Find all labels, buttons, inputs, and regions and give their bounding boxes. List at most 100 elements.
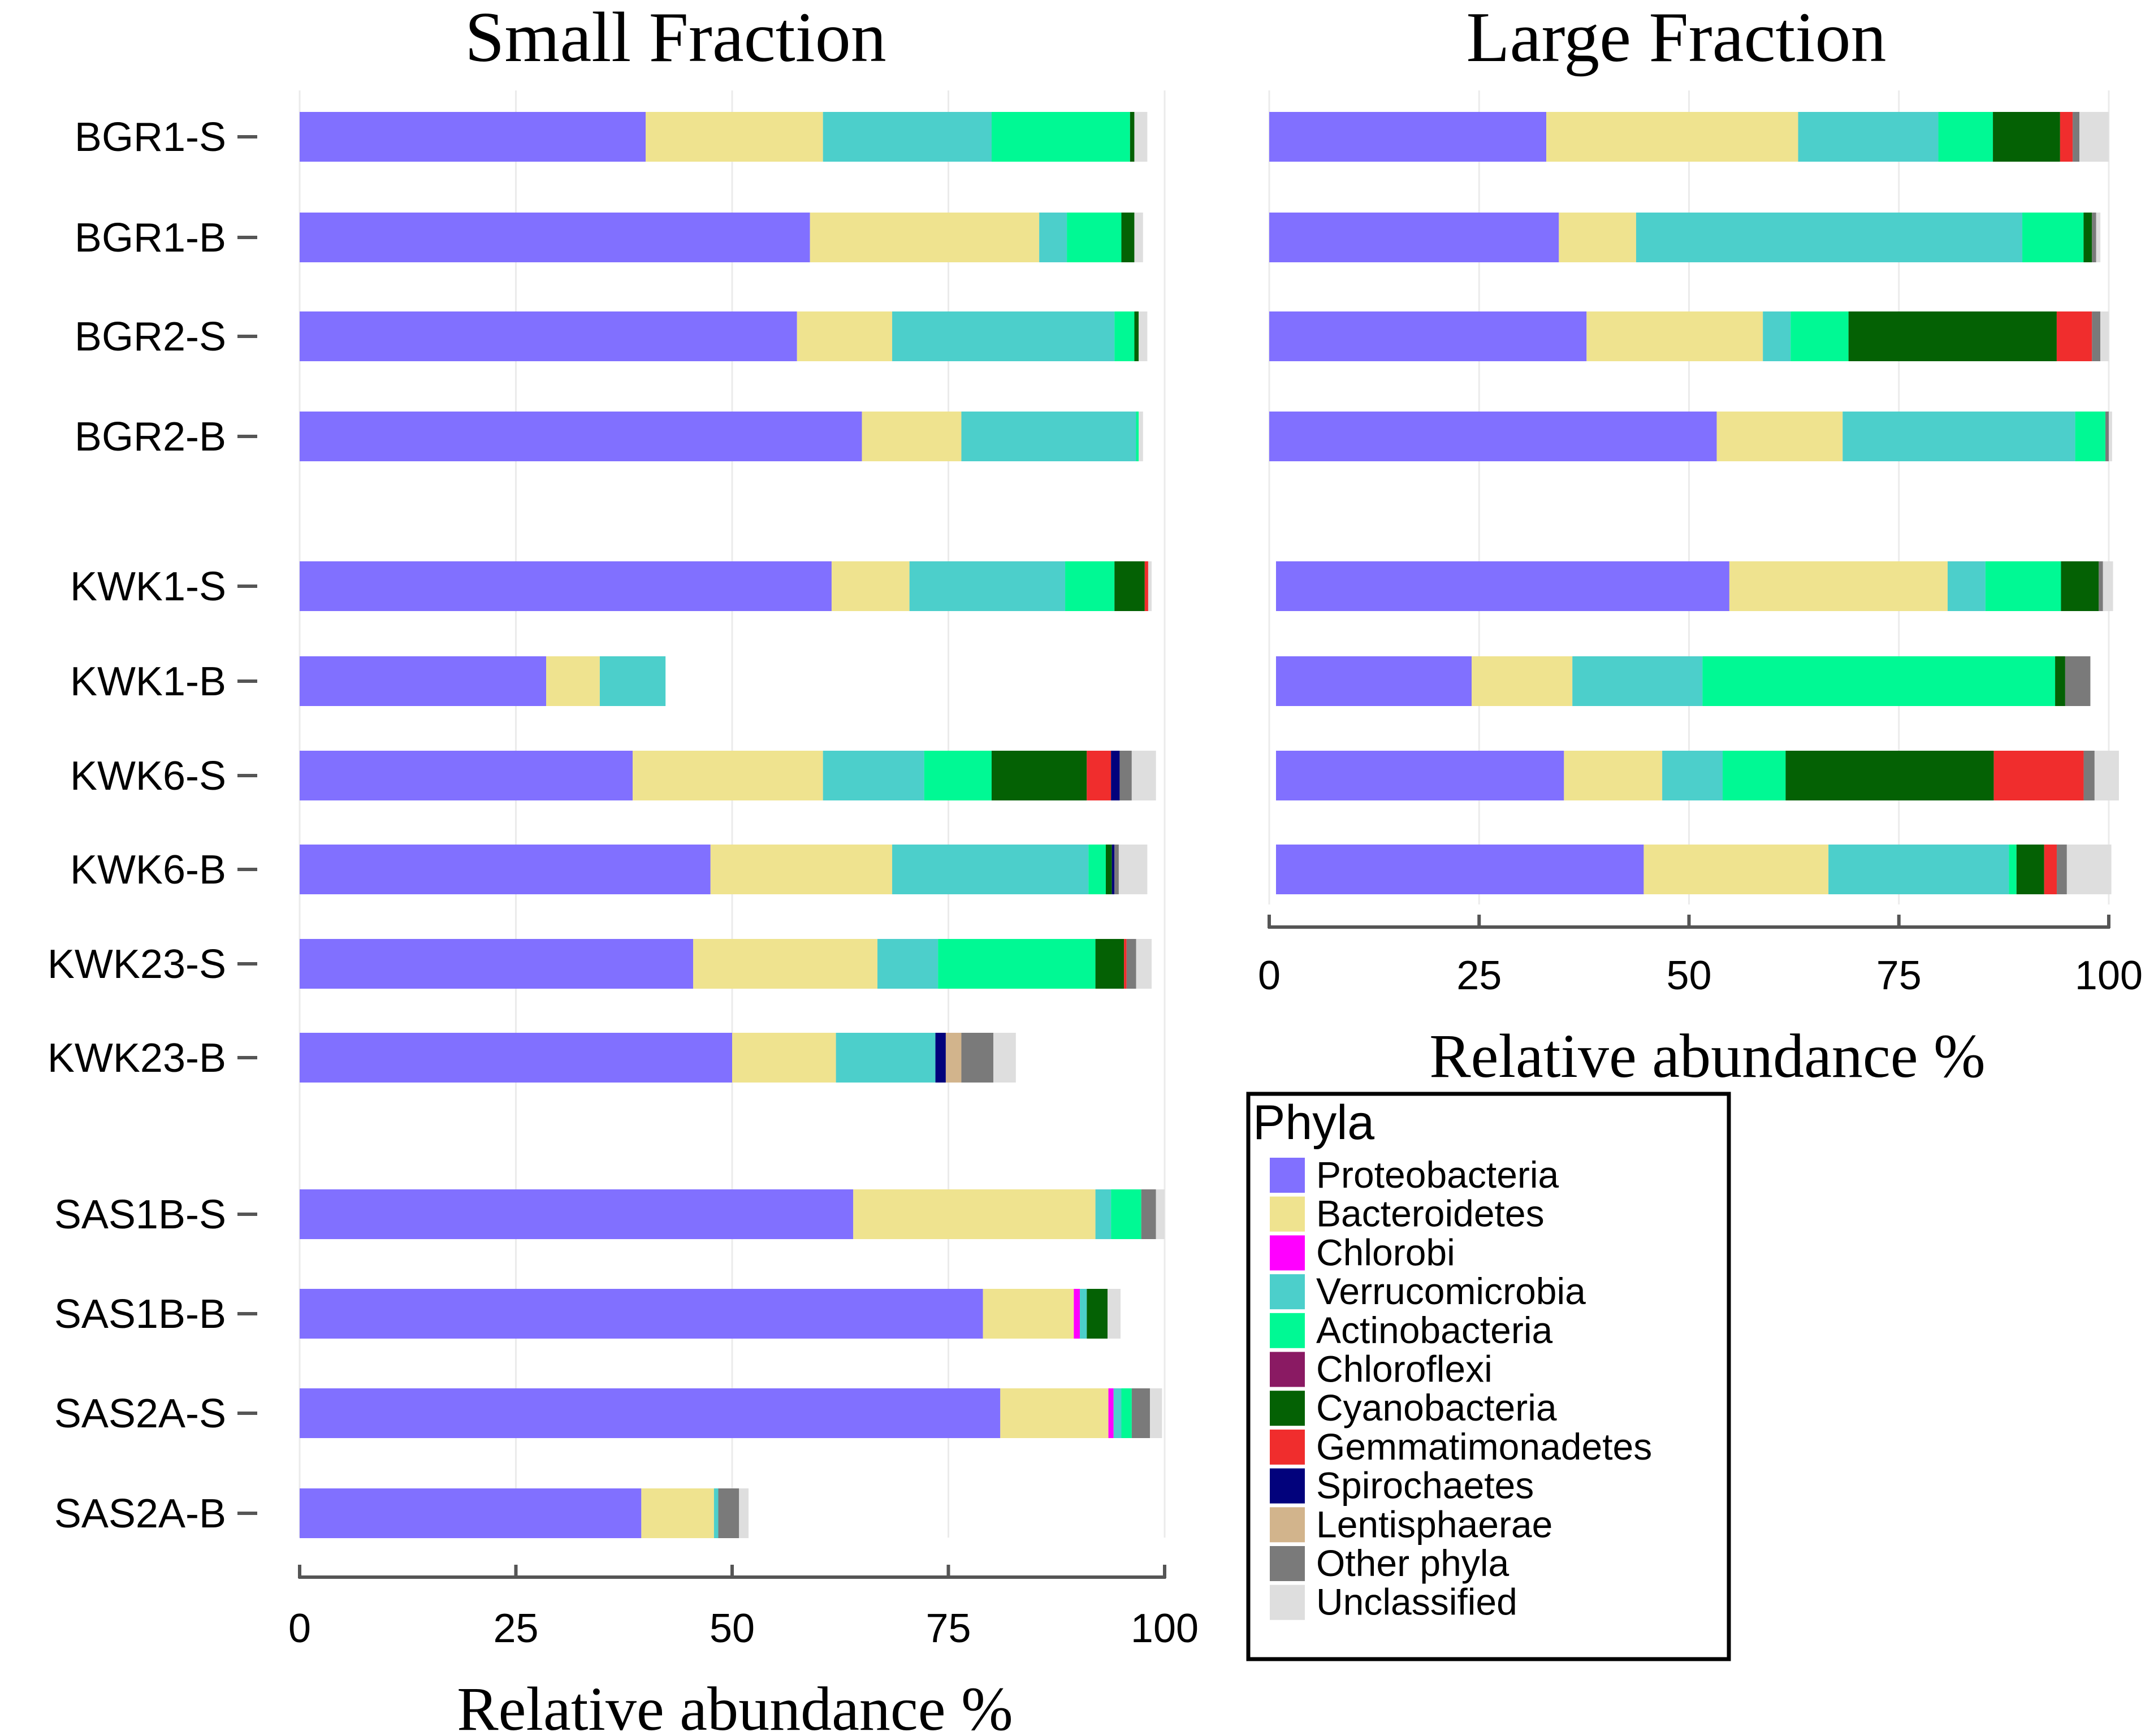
bar-small-fraction-sas1b-b-bacteroidetes bbox=[983, 1289, 1074, 1339]
x-tick-label-small-fraction-0: 0 bbox=[288, 1606, 311, 1651]
bar-small-fraction-bgr1-b-actinobacteria bbox=[1067, 213, 1122, 262]
bar-small-fraction-kwk6-s-other-phyla bbox=[1119, 751, 1132, 800]
bar-small-fraction-kwk23-b-spirochaetes bbox=[935, 1033, 946, 1083]
bar-large-fraction-bgr1-s-proteobacteria bbox=[1269, 112, 1547, 162]
bar-large-fraction-kwk6-b-verrucomicrobia bbox=[1828, 845, 2009, 894]
legend-swatch-gemmatimonadetes bbox=[1270, 1429, 1305, 1465]
bar-small-fraction-bgr2-s-unclassified bbox=[1139, 311, 1148, 361]
bar-small-fraction-kwk6-s-unclassified bbox=[1131, 751, 1156, 800]
bar-small-fraction-kwk23-b-other-phyla bbox=[961, 1033, 994, 1083]
bar-large-fraction-bgr1-s-other-phyla bbox=[2073, 112, 2080, 162]
row-label-kwk6-b: KWK6-B bbox=[70, 847, 226, 893]
row-label-sas1b-b: SAS1B-B bbox=[54, 1292, 226, 1337]
bar-small-fraction-bgr2-b-verrucomicrobia bbox=[961, 412, 1136, 461]
legend-swatch-spirochaetes bbox=[1270, 1468, 1305, 1504]
bar-small-fraction-kwk1-b-bacteroidetes bbox=[546, 656, 600, 706]
legend-box bbox=[1246, 1092, 1731, 1661]
bar-large-fraction-bgr1-b-cyanobacteria bbox=[2083, 213, 2092, 262]
bar-small-fraction-kwk6-b-verrucomicrobia bbox=[892, 845, 1089, 894]
x-tick-label-small-fraction-100: 100 bbox=[1131, 1606, 1199, 1651]
bar-small-fraction-bgr2-b-actinobacteria bbox=[1136, 412, 1139, 461]
bar-small-fraction-kwk23-b-unclassified bbox=[993, 1033, 1016, 1083]
row-label-sas2a-s: SAS2A-S bbox=[54, 1391, 226, 1436]
bar-large-fraction-kwk6-b-actinobacteria bbox=[2009, 845, 2017, 894]
bars bbox=[300, 112, 2119, 1538]
bar-small-fraction-kwk6-b-actinobacteria bbox=[1088, 845, 1106, 894]
bar-small-fraction-kwk6-s-gemmatimonadetes bbox=[1087, 751, 1111, 800]
bar-large-fraction-kwk6-s-verrucomicrobia bbox=[1662, 751, 1723, 800]
row-label-kwk23-b: KWK23-B bbox=[47, 1036, 226, 1081]
x-tick-label-small-fraction-50: 50 bbox=[710, 1606, 755, 1651]
bar-small-fraction-kwk6-b-bacteroidetes bbox=[710, 845, 893, 894]
bar-large-fraction-bgr2-b-other-phyla bbox=[2105, 412, 2109, 461]
bar-small-fraction-bgr1-s-proteobacteria bbox=[300, 112, 646, 162]
bar-large-fraction-kwk6-s-bacteroidetes bbox=[1564, 751, 1663, 800]
legend-title: Phyla bbox=[1253, 1096, 1374, 1150]
bar-small-fraction-kwk1-s-gemmatimonadetes bbox=[1144, 561, 1148, 611]
bar-small-fraction-bgr2-b-proteobacteria bbox=[300, 412, 862, 461]
bar-small-fraction-kwk1-s-unclassified bbox=[1148, 561, 1152, 611]
bar-large-fraction-kwk1-s-actinobacteria bbox=[1985, 561, 2061, 611]
bar-large-fraction-bgr2-s-other-phyla bbox=[2092, 311, 2101, 361]
x-axis-label-small-fraction: Relative abundance % bbox=[457, 1674, 1013, 1736]
x-tick-label-small-fraction-75: 75 bbox=[925, 1606, 971, 1651]
bar-small-fraction-kwk23-b-proteobacteria bbox=[300, 1033, 732, 1083]
bar-small-fraction-kwk23-s-unclassified bbox=[1136, 939, 1152, 989]
bar-small-fraction-kwk23-s-cyanobacteria bbox=[1095, 939, 1124, 989]
bar-small-fraction-bgr1-b-unclassified bbox=[1134, 213, 1143, 262]
bar-large-fraction-bgr2-s-unclassified bbox=[2100, 311, 2109, 361]
bar-small-fraction-kwk6-b-cyanobacteria bbox=[1105, 845, 1112, 894]
axes bbox=[237, 135, 2110, 1579]
bar-small-fraction-sas2a-s-actinobacteria bbox=[1121, 1388, 1132, 1438]
bar-small-fraction-kwk1-s-bacteroidetes bbox=[831, 561, 910, 611]
panel-title-large-fraction: Large Fraction bbox=[1467, 0, 1887, 77]
bar-large-fraction-kwk6-b-other-phyla bbox=[2057, 845, 2067, 894]
bar-small-fraction-bgr1-s-actinobacteria bbox=[992, 112, 1130, 162]
bar-small-fraction-sas2a-b-proteobacteria bbox=[300, 1488, 642, 1538]
bar-large-fraction-kwk1-s-proteobacteria bbox=[1276, 561, 1729, 611]
bar-large-fraction-kwk1-s-cyanobacteria bbox=[2061, 561, 2099, 611]
bar-small-fraction-sas2a-b-verrucomicrobia bbox=[713, 1488, 719, 1538]
legend-label-bacteroidetes: Bacteroidetes bbox=[1316, 1193, 1545, 1235]
bar-large-fraction-bgr1-s-actinobacteria bbox=[1938, 112, 1993, 162]
bar-large-fraction-kwk6-b-bacteroidetes bbox=[1643, 845, 1829, 894]
bar-large-fraction-kwk1-s-other-phyla bbox=[2099, 561, 2103, 611]
bar-small-fraction-bgr2-s-cyanobacteria bbox=[1134, 311, 1139, 361]
bar-large-fraction-kwk1-b-actinobacteria bbox=[1702, 656, 2056, 706]
bar-small-fraction-kwk6-s-actinobacteria bbox=[924, 751, 992, 800]
bar-large-fraction-kwk6-b-gemmatimonadetes bbox=[2044, 845, 2057, 894]
bar-small-fraction-sas2a-s-proteobacteria bbox=[300, 1388, 1001, 1438]
bar-small-fraction-sas2a-s-chlorobi bbox=[1108, 1388, 1114, 1438]
bar-large-fraction-kwk6-s-unclassified bbox=[2094, 751, 2119, 800]
labels: Small Fraction BGR1-S BGR1-B BGR2-S BGR2-B KW… bbox=[47, 0, 2143, 1736]
bar-large-fraction-bgr2-s-cyanobacteria bbox=[1848, 311, 2057, 361]
bar-small-fraction-bgr2-s-proteobacteria bbox=[300, 311, 797, 361]
bar-small-fraction-sas1b-s-bacteroidetes bbox=[853, 1189, 1096, 1239]
bar-small-fraction-kwk1-s-proteobacteria bbox=[300, 561, 832, 611]
legend-label-verrucomicrobia: Verrucomicrobia bbox=[1316, 1270, 1586, 1312]
bar-small-fraction-bgr2-s-bacteroidetes bbox=[797, 311, 893, 361]
row-label-sas1b-s: SAS1B-S bbox=[54, 1192, 226, 1237]
bar-large-fraction-kwk6-s-gemmatimonadetes bbox=[1993, 751, 2084, 800]
bar-large-fraction-bgr2-s-proteobacteria bbox=[1269, 311, 1587, 361]
bar-small-fraction-bgr1-s-unclassified bbox=[1134, 112, 1148, 162]
bar-small-fraction-bgr2-b-unclassified bbox=[1139, 412, 1143, 461]
bar-small-fraction-sas1b-b-unclassified bbox=[1108, 1289, 1121, 1339]
row-label-kwk23-s: KWK23-S bbox=[47, 942, 226, 987]
bar-large-fraction-bgr1-s-bacteroidetes bbox=[1546, 112, 1798, 162]
row-label-kwk1-b: KWK1-B bbox=[70, 659, 226, 704]
legend-swatch-cyanobacteria bbox=[1270, 1391, 1305, 1426]
bar-small-fraction-sas2a-b-unclassified bbox=[739, 1488, 749, 1538]
legend-label-chloroflexi: Chloroflexi bbox=[1316, 1348, 1493, 1390]
row-label-bgr1-b: BGR1-B bbox=[75, 215, 226, 261]
bar-small-fraction-bgr2-s-verrucomicrobia bbox=[892, 311, 1115, 361]
bar-large-fraction-kwk6-b-proteobacteria bbox=[1276, 845, 1644, 894]
bar-small-fraction-sas1b-b-chlorobi bbox=[1074, 1289, 1080, 1339]
bar-large-fraction-bgr2-b-verrucomicrobia bbox=[1842, 412, 2075, 461]
bar-small-fraction-sas1b-s-verrucomicrobia bbox=[1095, 1189, 1111, 1239]
bar-small-fraction-sas1b-b-cyanobacteria bbox=[1087, 1289, 1108, 1339]
bar-small-fraction-kwk1-s-verrucomicrobia bbox=[909, 561, 1066, 611]
x-tick-label-large-fraction-75: 75 bbox=[1876, 953, 1922, 998]
bar-small-fraction-sas2a-s-other-phyla bbox=[1131, 1388, 1150, 1438]
